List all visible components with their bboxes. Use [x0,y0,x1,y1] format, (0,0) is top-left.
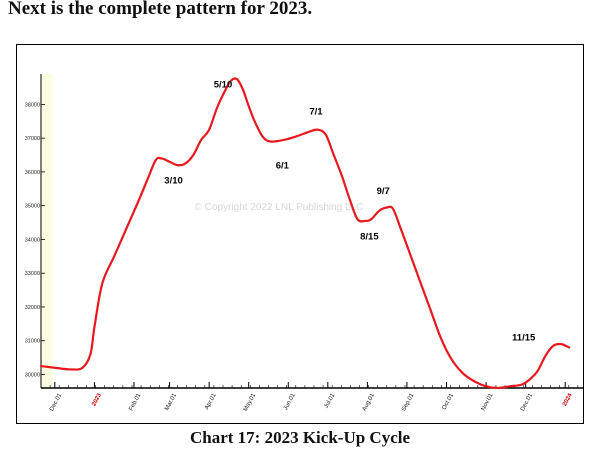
annotation-label: 11/15 [512,333,536,344]
y-tick-label: 34000 [25,237,40,243]
y-tick-label: 31000 [25,339,40,345]
annotations: 5/10 7/1 3/10 6/1 9/7 8/15 11/15 [164,80,536,344]
y-tick-label: 30000 [25,372,40,378]
x-tick-label: May.01 [243,392,258,412]
y-tick-label: 32000 [25,305,40,311]
x-tick-label: Mar.01 [164,392,178,412]
y-tick-label: 38000 [25,102,40,108]
series-line [39,77,571,390]
x-tick-label: Jul.01 [324,392,337,410]
annotation-label: 6/1 [276,161,290,172]
y-tick-label: 35000 [25,204,40,210]
plot-area [53,74,583,388]
y-tick-label: 37000 [25,136,40,142]
watermark-text: © Copyright 2022 LNL Publishing LLC [195,202,364,213]
annotation-label: 5/10 [214,80,233,91]
x-tick-label: Oct.01 [441,392,455,411]
x-tick-label: Jun.01 [283,392,297,411]
y-tick-label: 36000 [25,170,40,176]
x-tick-label: Apr.01 [204,392,218,411]
annotation-label: 9/7 [377,186,390,197]
y-axis-ticks: 30000 31000 32000 33000 34000 35000 36000 37000… [25,102,45,378]
chart-caption: Chart 17: 2023 Kick-Up Cycle [189,428,411,447]
chart-frame: 30000 31000 32000 33000 34000 35000 36000 37000… [16,44,584,424]
line-chart: 30000 31000 32000 33000 34000 35000 36000 37000… [25,74,583,412]
x-tick-label: Nov.01 [481,392,495,412]
x-tick-label: Dec.01 [520,392,535,412]
x-tick-label: Feb.01 [128,392,142,412]
x-tick-label: Dec.01 [49,392,64,412]
x-tick-label: Sep.01 [401,392,416,412]
annotation-label: 8/15 [360,231,379,242]
x-tick-label: 2024 [562,392,574,407]
intro-text: Next is the complete pattern for 2023. [8,0,313,19]
x-tick-label: Aug.01 [362,392,377,412]
y-tick-label: 33000 [25,271,40,277]
annotation-label: 3/10 [164,176,183,187]
x-tick-label: 2023 [91,392,103,407]
annotation-label: 7/1 [309,107,323,118]
